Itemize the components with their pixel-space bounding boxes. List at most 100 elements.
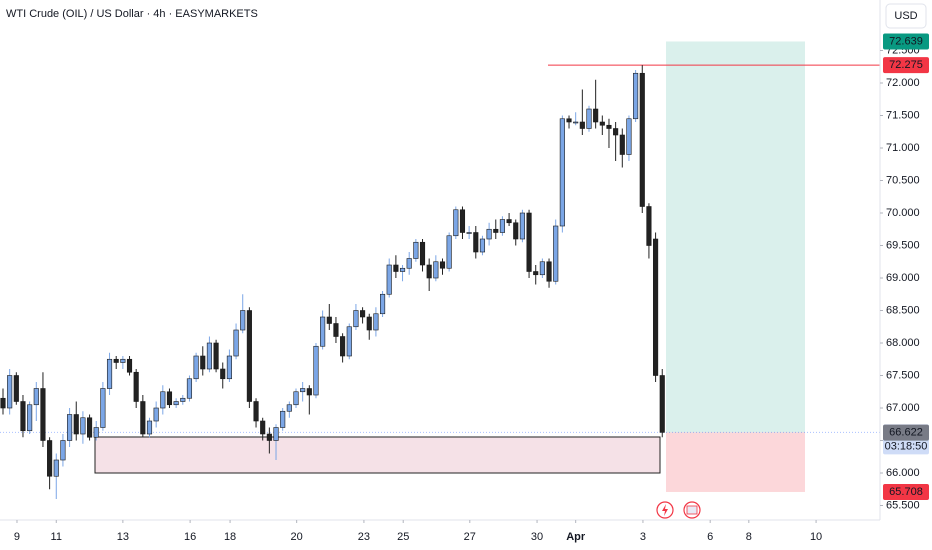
- candle-body: [133, 371, 139, 402]
- candle-body: [493, 228, 499, 233]
- candle-body: [193, 355, 199, 380]
- y-tick-label: 68.500: [886, 304, 920, 316]
- candle-body: [220, 368, 226, 380]
- target-zone: [666, 41, 805, 433]
- candle-body: [53, 459, 59, 477]
- candle-body: [446, 235, 452, 269]
- candle-body: [499, 219, 505, 233]
- candle-body: [419, 241, 426, 266]
- candle-body: [213, 342, 219, 370]
- y-tick-label: 67.500: [886, 369, 920, 381]
- candle-body: [473, 232, 479, 253]
- countdown: 03:18:50: [885, 440, 928, 452]
- candle-body: [553, 225, 559, 282]
- support-zone: [94, 436, 661, 474]
- candle-body: [486, 228, 492, 240]
- candle-body: [260, 420, 266, 435]
- y-tick-label: 69.000: [886, 272, 920, 284]
- candle-body: [146, 420, 153, 435]
- candle-body: [47, 440, 53, 477]
- candle-body: [360, 310, 366, 318]
- y-tick-label: 71.000: [886, 142, 920, 154]
- candle-body: [366, 316, 372, 331]
- candle-body: [206, 342, 212, 370]
- flag: [686, 505, 698, 515]
- currency-button[interactable]: USD: [885, 3, 927, 29]
- candle-body: [173, 401, 179, 406]
- candle-body: [266, 433, 272, 441]
- candle-body: [166, 391, 173, 406]
- candle-body: [619, 134, 625, 155]
- x-tick-label: 27: [464, 531, 476, 543]
- x-tick-label: 16: [184, 531, 196, 543]
- candle-body: [613, 128, 619, 136]
- candle-body: [506, 219, 512, 224]
- candle-body: [626, 118, 632, 155]
- candle-body: [346, 326, 352, 357]
- candle-body: [153, 407, 159, 422]
- y-tick-label: 70.500: [886, 174, 920, 186]
- candle-body: [639, 72, 645, 207]
- candle-body: [333, 323, 339, 337]
- candle-body: [313, 345, 319, 396]
- price-label: 72.639: [889, 35, 923, 47]
- y-tick-label: 71.500: [886, 109, 920, 121]
- candle-body: [113, 358, 119, 363]
- x-tick-label: 25: [397, 531, 409, 543]
- candle-body: [386, 264, 392, 295]
- candle-body: [593, 108, 599, 123]
- candle-body: [93, 427, 99, 438]
- candle-body: [566, 118, 572, 123]
- currency[interactable]: USD: [894, 10, 917, 22]
- candle-body: [233, 329, 239, 357]
- candle-body: [286, 404, 292, 412]
- candle-body: [426, 264, 432, 279]
- candle-body: [586, 108, 592, 129]
- price-label-box: [883, 424, 929, 441]
- candle-body: [13, 375, 19, 402]
- candle-body: [67, 414, 73, 441]
- candle-body: [393, 264, 399, 272]
- candle-body: [340, 336, 346, 357]
- price-label: 66.622: [889, 426, 923, 438]
- price-label-box: [883, 57, 929, 74]
- candle-body: [439, 261, 446, 269]
- y-tick-label: 67.000: [886, 402, 920, 414]
- candle-body: [453, 209, 459, 237]
- candle-body: [579, 121, 585, 129]
- candle-body: [513, 222, 519, 240]
- candle-body: [87, 417, 93, 438]
- currency-box[interactable]: [885, 3, 927, 29]
- candle-body: [160, 391, 166, 409]
- candle-body: [180, 397, 186, 402]
- candle-body: [0, 397, 6, 409]
- candle-body: [306, 388, 312, 396]
- candle-body: [466, 232, 472, 234]
- x-tick-label: 30: [531, 531, 543, 543]
- candle-body: [60, 440, 66, 461]
- candle-body: [40, 388, 46, 441]
- candle-body: [606, 124, 612, 129]
- y-tick-label: 69.500: [886, 239, 920, 251]
- candle-body: [380, 293, 386, 315]
- x-tick-label: 6: [707, 531, 713, 543]
- candle-body: [253, 401, 259, 422]
- candle-body: [353, 310, 359, 328]
- candle-body: [633, 72, 639, 120]
- x-tick-label: 10: [810, 531, 822, 543]
- x-tick-label: 13: [117, 531, 129, 543]
- candle-body: [546, 261, 552, 282]
- candle-body: [100, 388, 106, 428]
- candle-body: [27, 404, 33, 432]
- y-tick-label: 70.000: [886, 207, 920, 219]
- candle-body: [373, 313, 379, 331]
- lightning: [662, 504, 668, 516]
- y-tick-label: 66.000: [886, 467, 920, 479]
- candle-body: [433, 261, 439, 279]
- x-tick-label: Apr: [566, 531, 586, 543]
- price-label-box: [883, 483, 929, 500]
- x-tick-label: 9: [14, 531, 20, 543]
- candle-body: [599, 121, 605, 126]
- event-icons[interactable]: [656, 501, 701, 519]
- x-tick-label: 23: [358, 531, 370, 543]
